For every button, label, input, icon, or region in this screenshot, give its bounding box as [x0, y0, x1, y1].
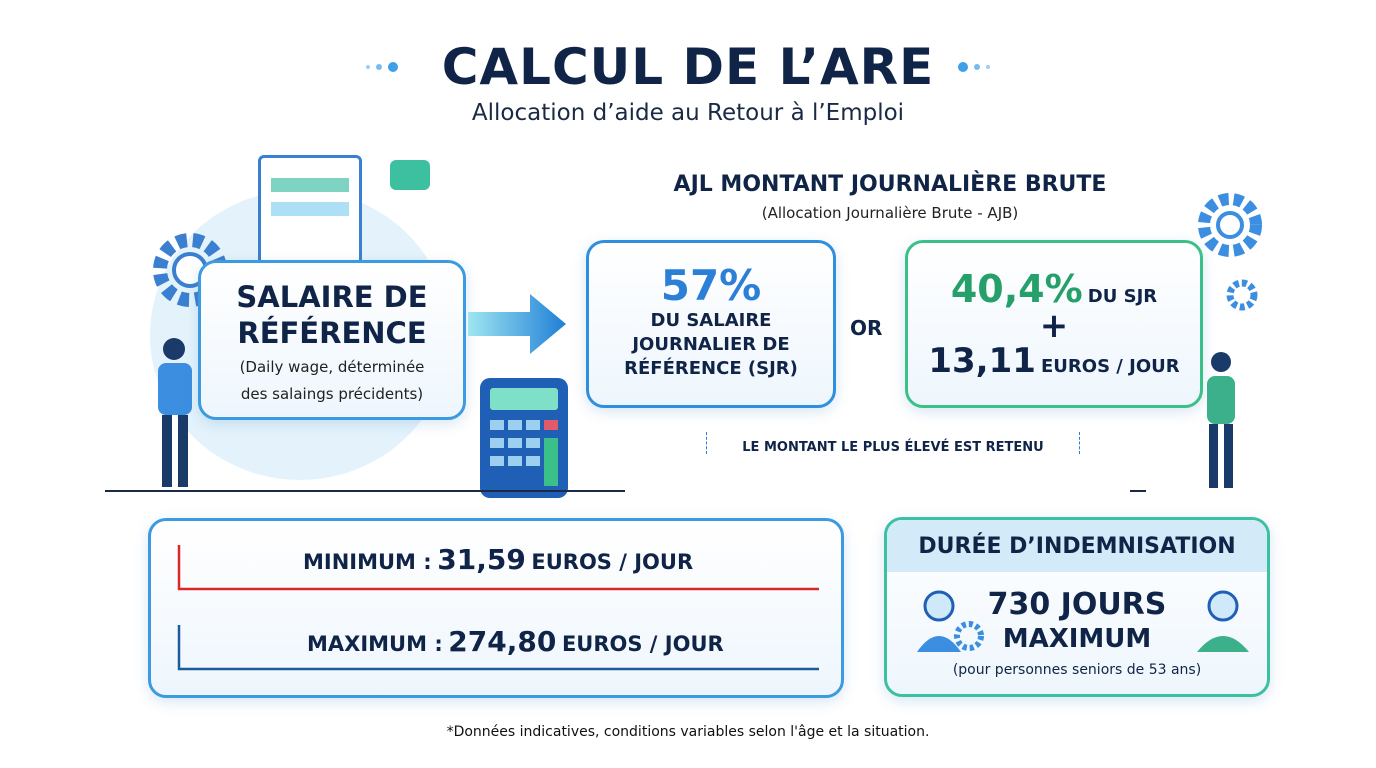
plus-sign: +: [1039, 306, 1069, 346]
page-title: CALCUL DE L’ARE: [441, 38, 935, 96]
calculator-icon: [480, 378, 568, 498]
max-value: 274,80: [448, 625, 557, 658]
decor-dots-left: [366, 62, 398, 72]
min-max-card: MINIMUM : 31,59 EUROS / JOUR MAXIMUM : 2…: [148, 518, 844, 698]
min-value: 31,59: [437, 543, 526, 576]
duree-card: DURÉE D’INDEMNISATION 730 JOURS MAXIMUM …: [884, 517, 1270, 697]
minimum-row: MINIMUM : 31,59 EUROS / JOUR: [303, 543, 693, 576]
salaire-desc-line2: des salaings précidents): [240, 385, 424, 403]
small-gear-icon: [1226, 279, 1258, 311]
ground-line: [105, 490, 625, 492]
chat-bubble-icon: [390, 160, 430, 190]
salaire-reference-card: SALAIRE DE RÉFÉRENCE (Daily wage, déterm…: [198, 260, 466, 420]
option1-percent: 57%: [660, 261, 762, 310]
person-standing-icon: [1207, 352, 1235, 488]
max-label: MAXIMUM :: [307, 632, 443, 656]
page-subtitle: Allocation d’aide au Retour à l’Emploi: [471, 100, 905, 126]
min-unit: EUROS / JOUR: [531, 550, 694, 574]
max-unit: EUROS / JOUR: [561, 632, 724, 656]
option2-unit: EUROS / JOUR: [1041, 356, 1180, 377]
duree-note: (pour personnes seniors de 53 ans): [952, 662, 1202, 678]
duree-title: DURÉE D’INDEMNISATION: [887, 520, 1267, 572]
salaire-title-line2: RÉFÉRENCE: [237, 316, 427, 350]
option1-line3: RÉFÉRENCE (SJR): [624, 358, 798, 379]
option2-amount: 13,11: [928, 341, 1036, 381]
min-max-lines: [177, 545, 819, 671]
maximum-row: MAXIMUM : 274,80 EUROS / JOUR: [307, 625, 724, 658]
decor-dots-right: [958, 62, 990, 72]
footnote: *Données indicatives, conditions variabl…: [446, 724, 930, 740]
or-label: OR: [850, 316, 883, 340]
person-pointing-icon: [158, 338, 192, 487]
option1-line1: DU SALAIRE: [650, 310, 772, 331]
ground-line: [1130, 490, 1146, 492]
option-57-card: 57% DU SALAIRE JOURNALIER DE RÉFÉRENCE (…: [586, 240, 836, 408]
retenu-note: LE MONTANT LE PLUS ÉLEVÉ EST RETENU: [706, 432, 1080, 455]
option2-suffix: DU SJR: [1087, 286, 1158, 307]
option2-percent: 40,4%: [950, 267, 1083, 311]
woman-gear-icon: [917, 590, 984, 652]
gear-icon: [1198, 193, 1262, 257]
ajl-subtitle: (Allocation Journalière Brute - AJB): [761, 204, 1019, 222]
document-icon: [258, 155, 362, 265]
duree-maximum: MAXIMUM: [1002, 624, 1152, 654]
duree-days: 730 JOURS: [987, 587, 1167, 622]
arrow-right-icon: [468, 294, 566, 354]
man-icon: [1197, 590, 1249, 652]
option1-line2: JOURNALIER DE: [632, 334, 790, 355]
salaire-desc-line1: (Daily wage, déterminée: [239, 358, 425, 376]
salaire-title-line1: SALAIRE DE: [236, 280, 428, 314]
ajl-title: AJL MONTANT JOURNALIÈRE BRUTE: [673, 172, 1107, 197]
min-label: MINIMUM :: [303, 550, 432, 574]
option-40-card: 40,4% DU SJR + 13,11 EUROS / JOUR: [905, 240, 1203, 408]
